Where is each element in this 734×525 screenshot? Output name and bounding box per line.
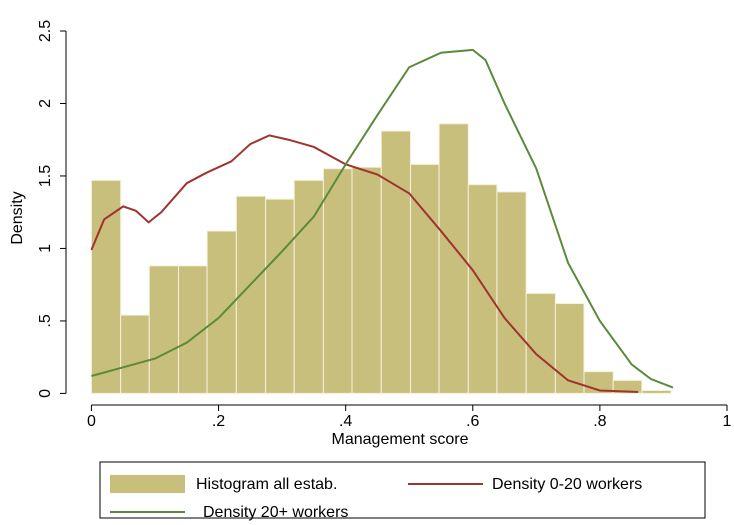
x-tick-label: .6 bbox=[466, 413, 479, 430]
bar bbox=[351, 166, 382, 394]
bar bbox=[380, 130, 411, 394]
legend-label: Density 0-20 workers bbox=[492, 476, 642, 493]
x-axis-label: Management score bbox=[332, 431, 469, 448]
y-tick-label: .5 bbox=[37, 314, 54, 327]
bar bbox=[265, 198, 295, 394]
bar bbox=[322, 168, 353, 394]
bar bbox=[293, 179, 324, 394]
bar bbox=[612, 379, 643, 394]
y-tick-label: 2 bbox=[37, 99, 54, 108]
bar bbox=[496, 191, 527, 394]
bar bbox=[148, 265, 179, 394]
y-axis-label: Density bbox=[9, 191, 26, 244]
x-tick-label: 0 bbox=[87, 413, 96, 430]
x-tick-label: .2 bbox=[212, 413, 225, 430]
x-tick-label: .8 bbox=[593, 413, 606, 430]
bar bbox=[206, 230, 237, 394]
bar bbox=[467, 184, 498, 394]
legend-box bbox=[99, 461, 706, 519]
y-tick-label: 2.5 bbox=[37, 20, 54, 42]
bar bbox=[120, 314, 150, 394]
bar bbox=[90, 179, 122, 394]
bar bbox=[525, 292, 556, 394]
legend-label: Histogram all estab. bbox=[196, 476, 337, 493]
density-line bbox=[90, 134, 639, 393]
bar bbox=[409, 163, 440, 394]
y-tick-label: 0 bbox=[37, 389, 54, 398]
x-tick-label: .4 bbox=[339, 413, 352, 430]
y-tick-label: 1 bbox=[37, 244, 54, 253]
legend-label: Density 20+ workers bbox=[203, 504, 348, 521]
bar bbox=[554, 303, 585, 394]
bar bbox=[641, 390, 672, 394]
x-tick-label: 1 bbox=[723, 413, 732, 430]
density-line bbox=[91, 48, 674, 389]
legend-swatch bbox=[110, 475, 185, 493]
y-tick-label: 1.5 bbox=[37, 165, 54, 187]
